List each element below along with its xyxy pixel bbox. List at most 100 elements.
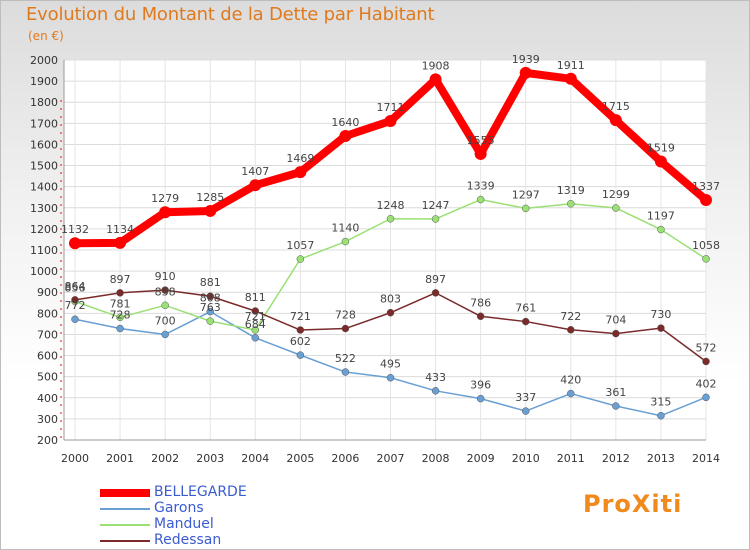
data-point-redessan [71, 296, 79, 304]
y-tick-label: 800 [37, 307, 58, 320]
data-label-manduel: 1319 [557, 184, 585, 197]
data-label-manduel: 1058 [692, 239, 720, 252]
data-label-manduel: 781 [110, 297, 131, 310]
x-tick-label: 2000 [61, 452, 89, 465]
data-label-redessan: 728 [335, 309, 356, 322]
data-label-garons: 602 [290, 335, 311, 348]
data-label-redessan: 910 [155, 270, 176, 283]
data-label-garons: 700 [155, 314, 176, 327]
data-label-bellegarde: 1285 [196, 191, 224, 204]
data-point-bellegarde [609, 114, 622, 127]
data-point-garons [296, 351, 305, 359]
data-label-bellegarde: 1911 [557, 59, 585, 72]
legend-swatch-bellegarde [100, 489, 150, 497]
data-label-manduel: 1299 [602, 188, 630, 201]
data-point-bellegarde [294, 166, 307, 179]
data-point-garons [612, 402, 620, 410]
data-point-garons [161, 330, 169, 339]
y-tick-label: 300 [37, 413, 58, 426]
data-label-manduel: 1248 [377, 199, 405, 212]
legend-label-garons: Garons [154, 500, 204, 516]
data-label-bellegarde: 1939 [512, 53, 540, 66]
data-point-redessan [296, 326, 305, 334]
data-point-garons [251, 334, 260, 342]
data-label-bellegarde: 1407 [241, 165, 269, 178]
y-tick-label: 1900 [30, 75, 58, 88]
y-tick-label: 1700 [30, 117, 58, 130]
y-tick-label: 1500 [30, 160, 58, 173]
x-tick-label: 2014 [692, 452, 720, 465]
y-tick-label: 2000 [30, 54, 58, 67]
y-tick-label: 400 [37, 392, 58, 405]
data-point-bellegarde [474, 147, 487, 160]
data-label-bellegarde: 1711 [377, 101, 405, 114]
data-label-manduel: 1197 [647, 210, 675, 223]
data-label-manduel: 721 [245, 310, 266, 323]
data-point-manduel [657, 225, 665, 234]
data-point-garons [657, 411, 665, 420]
data-point-bellegarde [429, 73, 442, 86]
x-tick-label: 2009 [467, 452, 495, 465]
data-label-redessan: 803 [380, 293, 401, 306]
data-point-bellegarde [519, 66, 532, 79]
data-label-redessan: 730 [650, 308, 671, 321]
data-label-garons: 402 [696, 377, 717, 390]
data-point-garons [341, 368, 350, 376]
data-point-manduel [206, 317, 214, 325]
data-label-bellegarde: 1640 [331, 116, 359, 129]
data-label-redessan: 897 [110, 273, 131, 286]
data-point-manduel [476, 195, 485, 204]
legend-label-bellegarde: BELLEGARDE [154, 484, 247, 500]
legend-swatch-manduel [100, 524, 150, 526]
y-tick-label: 1000 [30, 265, 58, 278]
y-tick-label: 600 [37, 350, 58, 363]
data-point-redessan [612, 329, 620, 338]
y-tick-label: 1400 [30, 181, 58, 194]
data-label-bellegarde: 1134 [106, 223, 134, 236]
proxiti-logo: ProXiti [583, 490, 683, 518]
data-label-garons: 495 [380, 358, 401, 371]
y-tick-label: 500 [37, 371, 58, 384]
data-label-bellegarde: 1132 [61, 223, 89, 236]
data-point-manduel [612, 204, 620, 212]
data-label-redessan: 704 [605, 314, 626, 327]
data-point-redessan [341, 324, 350, 333]
data-label-garons: 684 [245, 318, 266, 331]
data-point-manduel [296, 255, 305, 263]
x-tick-label: 2002 [151, 452, 179, 465]
data-point-garons [386, 373, 395, 382]
y-tick-label: 1300 [30, 202, 58, 215]
chart-title: Evolution du Montant de la Dette par Hab… [26, 4, 435, 25]
data-point-bellegarde [204, 204, 217, 217]
data-point-bellegarde [339, 130, 352, 142]
data-point-garons [567, 389, 575, 398]
y-tick-label: 1800 [30, 96, 58, 109]
legend-label-manduel: Manduel [154, 516, 214, 532]
data-point-bellegarde [249, 179, 262, 192]
data-label-manduel: 1247 [422, 199, 450, 212]
data-label-garons: 772 [65, 299, 86, 312]
x-tick-label: 2004 [241, 452, 269, 465]
data-point-bellegarde [700, 193, 712, 206]
data-label-manduel: 856 [65, 282, 86, 295]
data-label-manduel: 1297 [512, 188, 540, 201]
x-tick-label: 2005 [286, 452, 314, 465]
data-point-redessan [251, 307, 260, 315]
data-point-manduel [567, 200, 575, 208]
data-point-manduel [161, 301, 169, 310]
data-label-garons: 522 [335, 352, 356, 365]
legend-swatch-redessan [100, 540, 150, 542]
y-tick-label: 200 [37, 434, 58, 447]
data-label-redessan: 881 [200, 276, 221, 289]
data-point-garons [431, 387, 440, 395]
data-point-redessan [386, 308, 395, 317]
data-point-bellegarde [564, 72, 577, 85]
data-point-redessan [161, 286, 169, 294]
data-point-redessan [116, 289, 124, 297]
data-point-bellegarde [114, 236, 127, 249]
data-point-garons [521, 407, 530, 415]
data-label-bellegarde: 1519 [647, 142, 675, 155]
x-tick-label: 2010 [512, 452, 540, 465]
data-label-redessan: 786 [470, 296, 491, 309]
